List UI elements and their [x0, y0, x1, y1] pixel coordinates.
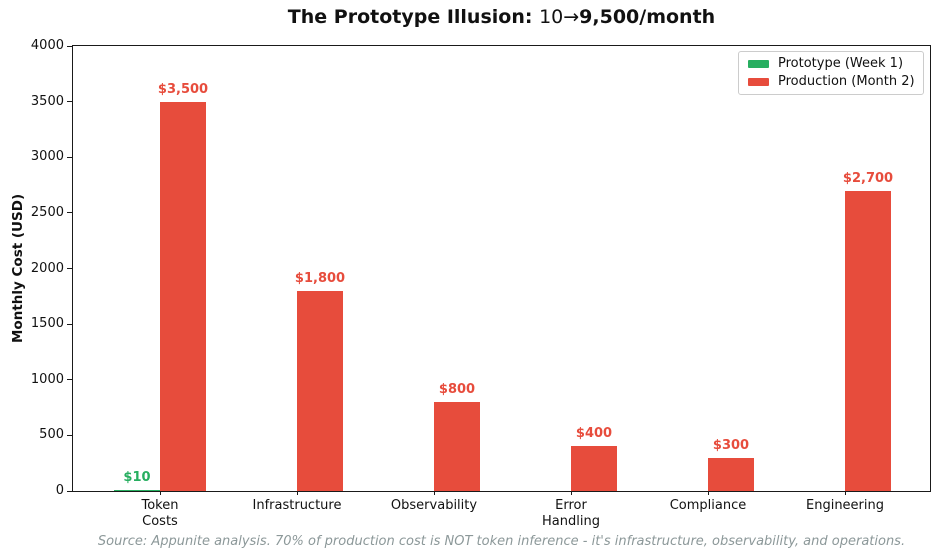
bar-value-label: $2,700	[842, 171, 894, 186]
y-axis-tick	[67, 101, 72, 103]
bar-value-label: $400	[575, 426, 613, 441]
x-axis-tick	[844, 491, 846, 495]
legend-swatch-icon	[748, 60, 769, 68]
x-axis-tick-label: Token Costs	[141, 498, 179, 529]
x-axis-tick-label: Engineering	[806, 498, 884, 513]
source-note: Source: Appunite analysis. 70% of produc…	[97, 534, 906, 549]
y-axis-tick-label: 500	[39, 427, 64, 443]
x-axis-tick	[296, 491, 298, 495]
chart-title: The Prototype Illusion: 10→9,500/month	[72, 6, 931, 28]
chart-title-regular-mid: 10→	[539, 6, 580, 28]
bar-production	[297, 291, 343, 491]
x-axis-tick-label: Infrastructure	[252, 498, 342, 513]
bar-value-label: $1,800	[294, 271, 346, 286]
bar-production	[160, 102, 206, 491]
y-axis-tick	[67, 434, 72, 436]
y-axis-tick-label: 1000	[30, 371, 64, 387]
x-axis-tick-label: Observability	[390, 498, 478, 513]
legend-label: Production (Month 2)	[778, 74, 915, 89]
bar-production	[845, 191, 891, 491]
x-axis-tick	[707, 491, 709, 495]
chart-title-bold-suffix: 9,500/month	[579, 6, 716, 28]
x-axis-tick-label: Compliance	[669, 498, 747, 513]
plot-area: 0 500 1000 1500 2000 2500 3000 3500 4000 Token Co…	[31, 38, 931, 529]
y-axis-tick	[67, 379, 72, 381]
bar-production	[708, 458, 754, 491]
legend-row: Production (Month 2)	[748, 74, 915, 90]
bar-production	[571, 446, 617, 491]
y-axis-tick	[67, 156, 72, 158]
chart-title-bold-prefix: The Prototype Illusion:	[287, 6, 540, 28]
bar-prototype	[114, 490, 160, 491]
y-axis-tick	[67, 268, 72, 269]
bar-value-label: $3,500	[157, 82, 209, 97]
legend-row: Prototype (Week 1)	[748, 56, 914, 72]
y-axis-tick	[67, 490, 72, 492]
legend-label: Prototype (Week 1)	[778, 56, 904, 71]
y-axis-tick	[67, 45, 72, 47]
bar-value-label: $800	[438, 382, 476, 397]
legend-swatch-icon	[748, 78, 769, 86]
x-axis-tick-label: Error Handling	[542, 498, 600, 529]
x-axis-tick	[570, 491, 572, 495]
y-axis-label: Monthly Cost (USD)	[10, 193, 26, 344]
y-axis-tick-label: 1500	[30, 316, 64, 332]
y-axis-tick-label: 4000	[30, 38, 64, 53]
y-axis-tick-label: 3500	[30, 93, 64, 109]
bar-value-label: $300	[712, 438, 750, 453]
y-axis-tick-label: 2500	[30, 204, 64, 220]
bar-value-label: $10	[123, 470, 151, 485]
y-axis-tick-label: 3000	[30, 149, 64, 165]
legend: Prototype (Week 1) Production (Month 2)	[738, 51, 924, 95]
y-axis-tick	[67, 212, 72, 214]
bar-production	[434, 402, 480, 491]
y-axis-tick-label: 0	[55, 483, 64, 498]
y-axis-tick-label: 2000	[30, 260, 64, 276]
x-axis-tick	[433, 491, 435, 495]
x-axis-tick	[159, 491, 161, 495]
y-axis-tick	[67, 323, 72, 325]
